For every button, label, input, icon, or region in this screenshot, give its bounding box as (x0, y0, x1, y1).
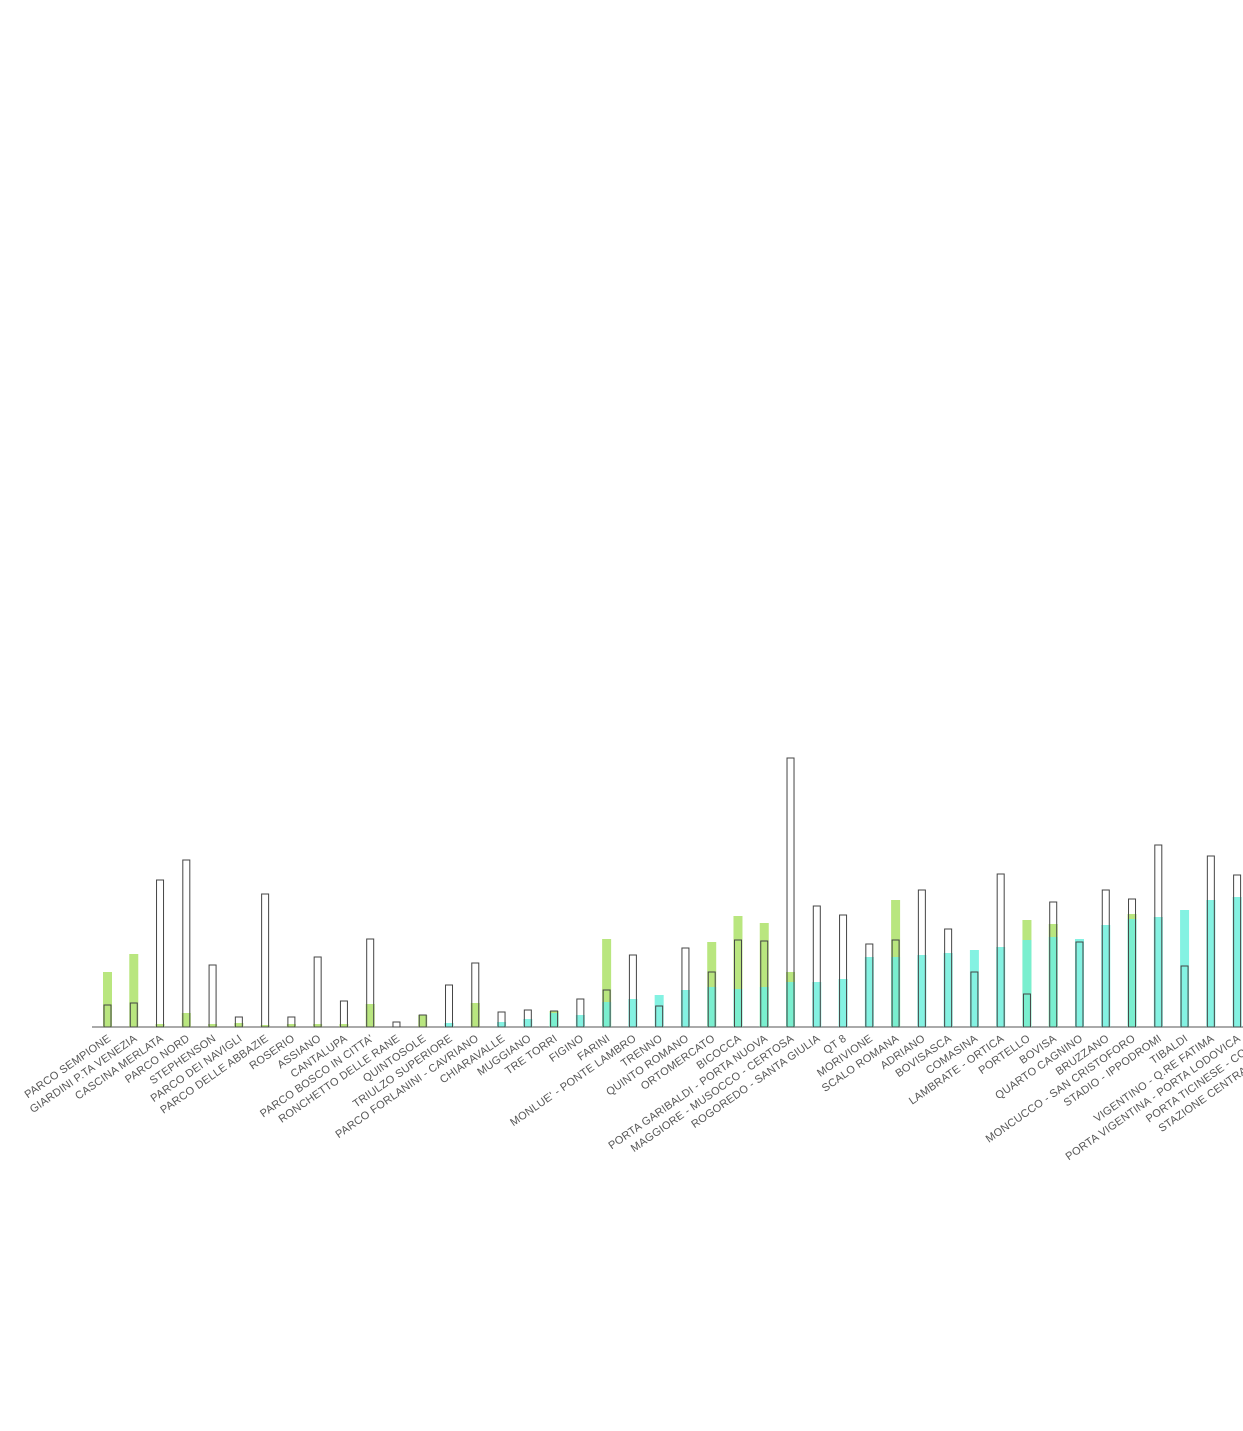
outline-bar (655, 1005, 664, 1028)
outline-bar (1154, 844, 1163, 1028)
bar (523, 1019, 533, 1027)
outline-bar (497, 1011, 506, 1028)
outline-bar (917, 889, 926, 1028)
outline-bar (944, 928, 953, 1028)
outline-bar (1180, 965, 1189, 1028)
bar (1127, 919, 1137, 1027)
outline-bar (471, 962, 480, 1028)
outline-bar (733, 939, 742, 1028)
bar (759, 923, 769, 1027)
outline-bar (628, 954, 637, 1028)
bar (497, 1022, 507, 1027)
bar (628, 999, 638, 1027)
bar (1022, 940, 1032, 1027)
bar (786, 982, 796, 1027)
bar (733, 989, 743, 1027)
bar (234, 1023, 244, 1027)
outline-bar (865, 943, 874, 1028)
bar (917, 955, 927, 1027)
x-tick-label: GIARDINI P.TA VENEZIA (28, 1032, 140, 1115)
outline-bar (891, 939, 900, 1028)
bar (1206, 900, 1216, 1027)
outline-bar (1206, 855, 1215, 1028)
bar (1101, 925, 1111, 1027)
bar (1048, 937, 1058, 1027)
outline-bar (1075, 941, 1084, 1028)
bar (602, 939, 612, 1027)
bar (1180, 910, 1190, 1027)
outline-bar (786, 757, 795, 1028)
outline-bar (261, 893, 270, 1028)
outline-bar (392, 1021, 401, 1028)
bar (1232, 897, 1242, 1027)
outline-bar (1049, 901, 1058, 1028)
bar (155, 1024, 165, 1027)
bar (759, 987, 769, 1027)
outline-bar (550, 1010, 559, 1028)
outline-bar (1128, 898, 1137, 1028)
outline-bar (418, 1014, 427, 1028)
outline-bar (182, 859, 191, 1028)
outline-bar (339, 1000, 348, 1028)
bar (260, 1025, 270, 1027)
outline-bar (602, 989, 611, 1028)
bar (654, 995, 664, 1027)
bar (969, 950, 979, 1027)
outline-bar (366, 938, 375, 1028)
bar (470, 1003, 480, 1027)
bar (602, 1002, 612, 1027)
outline-bar (208, 964, 217, 1028)
outline-bar (760, 940, 769, 1028)
bar (286, 1024, 296, 1027)
outline-bar (156, 879, 165, 1028)
bar (549, 1013, 559, 1027)
outline-bar (812, 905, 821, 1028)
bar (891, 957, 901, 1027)
bar (181, 1013, 191, 1027)
outline-bar (681, 947, 690, 1028)
bar (943, 953, 953, 1027)
outline-bar (1101, 889, 1110, 1028)
outline-bar (996, 873, 1005, 1028)
outline-bar (970, 971, 979, 1028)
bar (707, 987, 717, 1027)
bar (812, 982, 822, 1027)
bar (680, 990, 690, 1027)
bar (444, 1023, 454, 1027)
bar (996, 947, 1006, 1027)
outline-bar (839, 914, 848, 1028)
bar (575, 1015, 585, 1027)
outline-bar (129, 1002, 138, 1028)
outline-bar (707, 971, 716, 1028)
outline-bar (523, 1009, 532, 1028)
bar (313, 1024, 323, 1027)
outline-bar (445, 984, 454, 1028)
outline-bar (103, 1004, 112, 1028)
bar (339, 1024, 349, 1027)
bar (103, 972, 112, 1027)
outline-bar (234, 1016, 243, 1028)
outline-bar (313, 956, 322, 1028)
outline-bar (1022, 993, 1031, 1028)
bar (733, 916, 743, 1027)
outline-bar (287, 1016, 296, 1028)
bar (129, 954, 139, 1027)
bar (365, 1004, 375, 1027)
bar (864, 957, 874, 1027)
bar (707, 942, 717, 1027)
bar (1074, 939, 1084, 1027)
bar (208, 1024, 218, 1027)
outline-bar (576, 998, 585, 1028)
bar (1153, 917, 1163, 1027)
bar (838, 979, 848, 1027)
bar (418, 1015, 428, 1027)
outline-bar (1233, 874, 1242, 1028)
